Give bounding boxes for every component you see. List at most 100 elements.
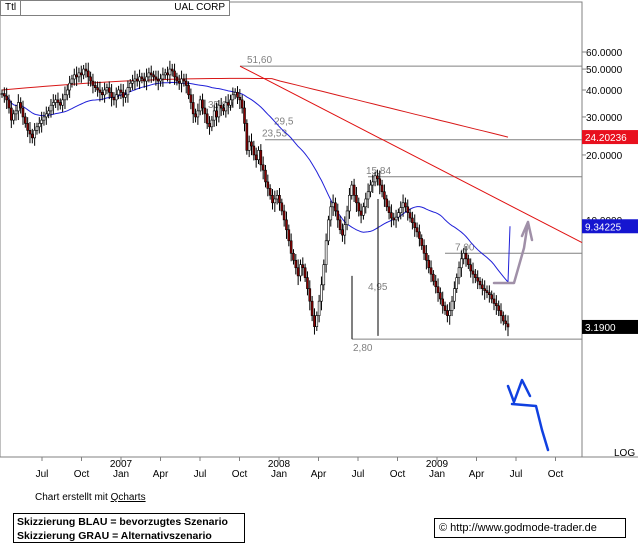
x-month-label: Oct <box>390 469 406 480</box>
x-month-label: Jul <box>194 469 207 480</box>
candle-body <box>273 198 277 204</box>
chart-credit-prefix: Chart erstellt mit <box>35 492 111 503</box>
candle-body <box>105 87 109 91</box>
candle-body <box>217 104 221 118</box>
y-tick-label: 40.0000 <box>586 86 623 97</box>
candle-body <box>135 78 139 82</box>
price-tag-label: 24.20236 <box>585 133 627 144</box>
candle-body <box>478 280 482 286</box>
candle-body <box>54 99 57 103</box>
candle-body <box>24 116 27 124</box>
candle-body <box>278 195 281 204</box>
candle-body <box>75 74 78 78</box>
candle-body <box>357 202 361 212</box>
candle-body <box>236 92 239 98</box>
candle-body <box>91 80 95 86</box>
symbol-tag: Ttl <box>0 0 22 16</box>
candle-body <box>364 198 368 208</box>
candle-body <box>268 188 272 196</box>
candle-body <box>462 253 465 260</box>
candle-body <box>432 273 435 282</box>
candle-body <box>362 206 365 216</box>
candle-body <box>408 212 412 219</box>
candle-body <box>322 264 326 286</box>
candle-body <box>285 219 288 231</box>
candle-body <box>443 305 447 311</box>
candle-body <box>65 89 69 96</box>
candle-body <box>201 99 204 109</box>
candle-body <box>287 229 291 242</box>
candle-body <box>331 202 335 208</box>
candle-body <box>406 206 410 213</box>
qcharts-link[interactable]: Qcharts <box>110 492 146 503</box>
candle-body <box>152 74 155 78</box>
candle-body <box>303 267 307 278</box>
candle-body <box>471 270 475 275</box>
x-month-label: Jul <box>352 469 365 480</box>
candle-body <box>490 294 493 300</box>
candle-body <box>499 310 503 316</box>
level-annotation: 29,5 <box>274 117 294 128</box>
candle-body <box>373 175 377 183</box>
candle-body <box>506 323 510 328</box>
candle-body <box>233 92 237 96</box>
candle-body <box>411 217 414 224</box>
candle-body <box>145 76 148 82</box>
chart-credit: Chart erstellt mit Qcharts <box>35 492 146 503</box>
candle-body <box>394 216 398 221</box>
candle-body <box>189 94 193 103</box>
candle-body <box>282 210 286 221</box>
candle-body <box>429 267 433 275</box>
candle-body <box>12 113 15 121</box>
candle-body <box>131 80 134 84</box>
source-url[interactable]: © http://www.godmode-trader.de <box>434 518 626 538</box>
candle-body <box>180 78 183 84</box>
level-label: 7,00 <box>455 242 475 253</box>
candle-body <box>261 164 265 171</box>
candle-body <box>390 212 393 219</box>
scenario-grey-label: Skizzierung GRAU = Alternativszenario <box>17 530 212 542</box>
candle-body <box>238 96 242 101</box>
price-tag <box>582 219 638 234</box>
x-month-label: Apr <box>469 469 485 480</box>
candle-body <box>112 96 116 101</box>
candle-body <box>168 68 172 76</box>
candle-body <box>271 195 274 204</box>
candle-body <box>327 219 330 242</box>
candle-body <box>334 202 337 212</box>
candle-body <box>170 68 174 72</box>
candle-body <box>366 191 370 200</box>
candle-body <box>35 126 39 131</box>
candle-body <box>483 288 486 291</box>
candle-body <box>198 99 202 112</box>
candle-body <box>343 224 347 236</box>
y-tick-label: 20.0000 <box>586 151 623 162</box>
y-tick-label: 30.0000 <box>586 113 623 124</box>
candle-body <box>231 94 235 101</box>
candle-body <box>79 72 83 76</box>
price-tag-label: 3.1900 <box>585 323 616 334</box>
candle-body <box>3 93 6 97</box>
candle-body <box>369 184 372 193</box>
candle-body <box>98 89 102 93</box>
candle-body <box>126 87 130 96</box>
candle-body <box>455 277 459 289</box>
candle-body <box>124 94 127 98</box>
price-tag <box>582 319 638 334</box>
candle-body <box>474 273 477 278</box>
candle-body <box>446 310 449 316</box>
candle-body <box>422 245 426 254</box>
candle-body <box>196 110 200 118</box>
candle-body <box>352 184 356 196</box>
candle-body <box>7 99 11 109</box>
candle-body <box>10 107 13 121</box>
candle-body <box>341 229 344 236</box>
candle-body <box>387 206 391 213</box>
candle-body <box>177 80 181 84</box>
candle-body <box>163 72 167 76</box>
candle-body <box>355 195 358 204</box>
candle-body <box>140 76 144 80</box>
candle-body <box>336 210 340 221</box>
candle-body <box>147 72 151 78</box>
candle-body <box>315 315 319 327</box>
